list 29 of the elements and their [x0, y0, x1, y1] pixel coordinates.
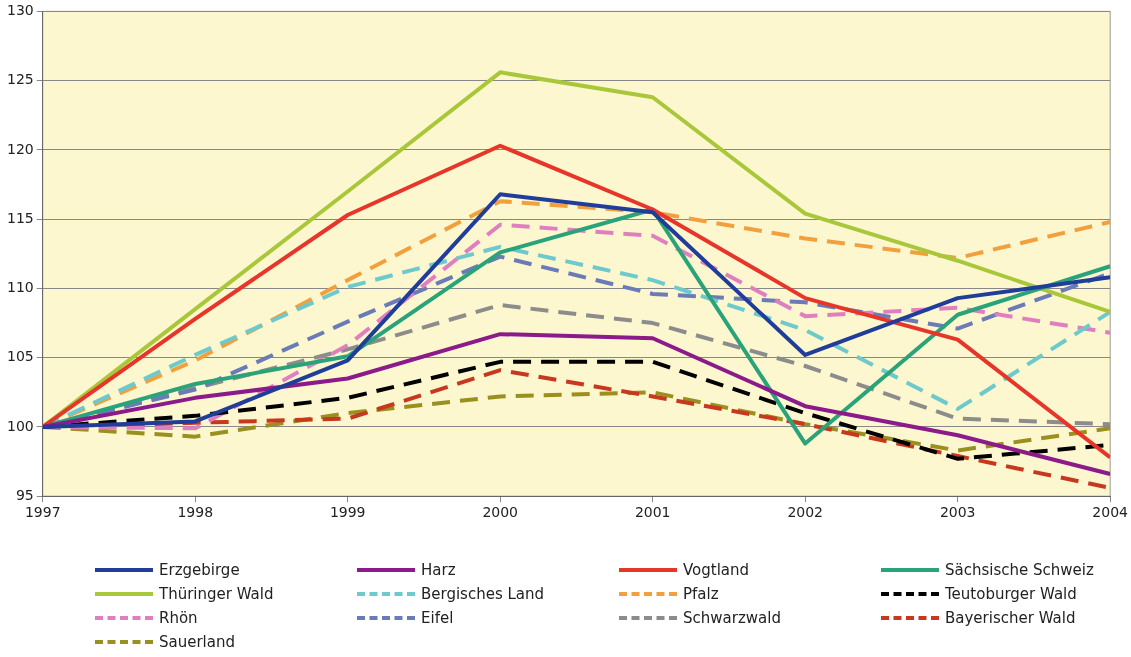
legend-label: Bayerischer Wald	[945, 609, 1076, 627]
legend-label: Bergisches Land	[421, 585, 545, 603]
y-tick-label: 95	[15, 486, 34, 503]
y-tick-label: 110	[6, 279, 34, 296]
x-tick-label: 2004	[1092, 504, 1129, 521]
legend-label: Erzgebirge	[159, 561, 240, 579]
y-tick-label: 115	[6, 209, 34, 226]
legend-label: Eifel	[421, 609, 454, 627]
x-tick-label: 1998	[177, 504, 214, 521]
y-tick-label: 120	[6, 140, 34, 157]
x-tick-label: 2001	[634, 504, 671, 521]
x-tick-label: 1999	[329, 504, 366, 521]
y-tick-label: 100	[6, 417, 34, 434]
y-tick-label: 105	[6, 348, 34, 365]
legend-label: Harz	[421, 561, 456, 579]
x-tick-label: 2000	[482, 504, 519, 521]
legend-label: Teutoburger Wald	[945, 585, 1077, 603]
legend-label: Pfalz	[683, 585, 719, 603]
y-tick-label: 130	[6, 2, 34, 19]
legend-label: Thüringer Wald	[159, 585, 274, 603]
legend-label: Sächsische Schweiz	[945, 561, 1094, 579]
legend-label: Rhön	[159, 609, 198, 627]
legend-label: Vogtland	[683, 561, 750, 579]
x-tick-label: 2002	[787, 504, 824, 521]
legend-label: Schwarzwald	[683, 609, 781, 627]
x-tick-label: 1997	[24, 504, 61, 521]
x-tick-label: 2003	[939, 504, 976, 521]
y-tick-label: 125	[6, 71, 34, 88]
legend-label: Sauerland	[159, 633, 236, 651]
